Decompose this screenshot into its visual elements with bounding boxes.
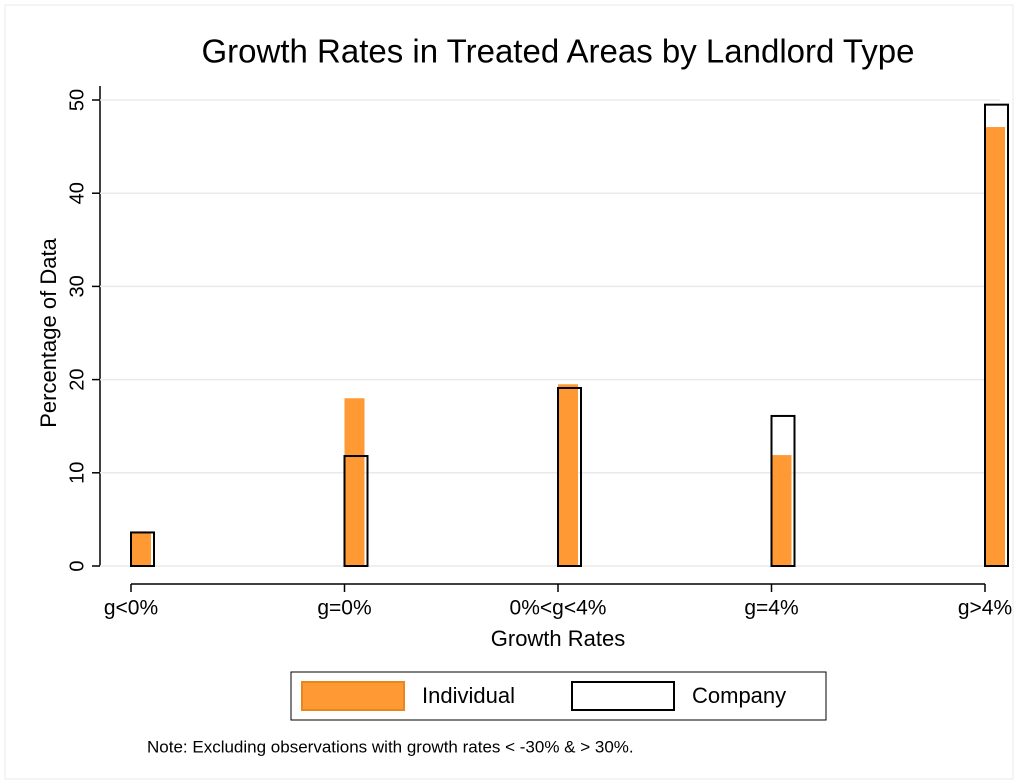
bar [558, 384, 578, 566]
x-tick-label: g>4% [958, 597, 1012, 620]
legend-label: Company [692, 683, 786, 708]
bar [771, 455, 792, 566]
legend-label: Individual [422, 683, 515, 708]
bar [344, 398, 365, 566]
frame [4, 4, 1014, 780]
bar [985, 127, 1005, 566]
x-tick-label: g<0% [104, 597, 158, 620]
bar [131, 532, 151, 566]
bar [343, 455, 369, 567]
y-axis-title: Percentage of Data [36, 237, 61, 427]
x-axis-title: Growth Rates [491, 626, 626, 651]
bar [984, 103, 1009, 567]
bar [130, 531, 155, 567]
bar [770, 414, 796, 567]
bar [557, 386, 582, 567]
note: Note: Excluding observations with growth… [147, 737, 634, 756]
y-tick-label: 30 [66, 275, 88, 297]
y-tick-label: 10 [66, 462, 88, 484]
x-tick-label: 0%<g<4% [510, 597, 607, 620]
legend-swatch [571, 681, 675, 711]
y-tick-label: 40 [66, 182, 88, 204]
legend-swatch [301, 681, 405, 711]
y-tick-label: 0 [66, 560, 88, 571]
x-tick-label: g=4% [744, 597, 798, 620]
y-tick-label: 20 [66, 368, 88, 390]
chart-title: Growth Rates in Treated Areas by Landlor… [202, 33, 915, 70]
x-tick-label: g=0% [317, 597, 371, 620]
y-tick-label: 50 [66, 89, 88, 111]
